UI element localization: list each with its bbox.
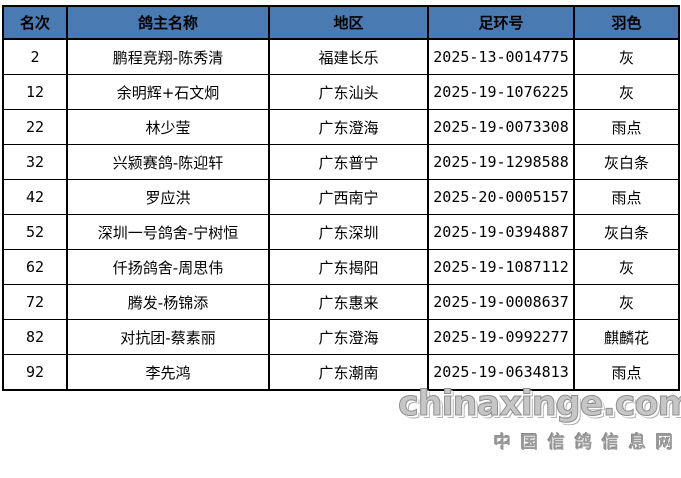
owner-cell: 李先鸿 (66, 354, 270, 391)
region-cell: 广东惠来 (268, 284, 429, 320)
table-row: 82 对抗团-蔡素丽 广东澄海 2025-19-0992277 麒麟花 (2, 319, 680, 355)
ring-number-cell: 2025-19-0394887 (427, 214, 575, 250)
region-cell: 福建长乐 (268, 38, 429, 75)
column-header-ring-number: 足环号 (427, 5, 575, 40)
feather-color-cell: 灰 (573, 74, 680, 110)
feather-color-cell: 雨点 (573, 354, 680, 391)
ring-number-cell: 2025-20-0005157 (427, 179, 575, 215)
owner-cell: 鹏程竞翔-陈秀清 (66, 38, 270, 75)
rank-cell: 32 (2, 144, 68, 180)
ring-number-cell: 2025-19-0992277 (427, 319, 575, 355)
table-row: 72 腾发-杨锦添 广东惠来 2025-19-0008637 灰 (2, 284, 680, 320)
region-cell: 广东普宁 (268, 144, 429, 180)
table-row: 92 李先鸿 广东潮南 2025-19-0634813 雨点 (2, 354, 680, 391)
region-cell: 广东澄海 (268, 109, 429, 145)
owner-cell: 林少莹 (66, 109, 270, 145)
ring-number-cell: 2025-19-1087112 (427, 249, 575, 285)
column-header-rank: 名次 (2, 5, 68, 40)
owner-cell: 仟扬鸽舍-周思伟 (66, 249, 270, 285)
watermark-site-name: 中国信鸽信息网 (494, 433, 681, 453)
region-cell: 广东潮南 (268, 354, 429, 391)
column-header-region: 地区 (268, 5, 429, 40)
region-cell: 广东深圳 (268, 214, 429, 250)
header-row: 名次 鸽主名称 地区 足环号 羽色 (2, 5, 680, 40)
ring-number-cell: 2025-13-0014775 (427, 38, 575, 75)
rank-cell: 62 (2, 249, 68, 285)
table-row: 32 兴颍赛鸽-陈迎轩 广东普宁 2025-19-1298588 灰白条 (2, 144, 680, 180)
rank-cell: 52 (2, 214, 68, 250)
feather-color-cell: 灰 (573, 249, 680, 285)
table-row: 42 罗应洪 广西南宁 2025-20-0005157 雨点 (2, 179, 680, 215)
column-header-owner: 鸽主名称 (66, 5, 270, 40)
results-table: 名次 鸽主名称 地区 足环号 羽色 2 鹏程竞翔-陈秀清 福建长乐 2025-13-0… (2, 5, 680, 391)
rank-cell: 92 (2, 354, 68, 391)
results-table-header: 名次 鸽主名称 地区 足环号 羽色 (2, 5, 680, 40)
table-row: 52 深圳一号鸽舍-宁树恒 广东深圳 2025-19-0394887 灰白条 (2, 214, 680, 250)
region-cell: 广东澄海 (268, 319, 429, 355)
region-cell: 广东揭阳 (268, 249, 429, 285)
rank-cell: 22 (2, 109, 68, 145)
table-row: 62 仟扬鸽舍-周思伟 广东揭阳 2025-19-1087112 灰 (2, 249, 680, 285)
owner-cell: 兴颍赛鸽-陈迎轩 (66, 144, 270, 180)
owner-cell: 余明辉+石文炯 (66, 74, 270, 110)
feather-color-cell: 雨点 (573, 179, 680, 215)
region-cell: 广西南宁 (268, 179, 429, 215)
feather-color-cell: 灰 (573, 38, 680, 75)
ring-number-cell: 2025-19-0008637 (427, 284, 575, 320)
results-table-body: 2 鹏程竞翔-陈秀清 福建长乐 2025-13-0014775 灰 12 余明辉+石文炯 广东… (2, 38, 680, 391)
owner-cell: 深圳一号鸽舍-宁树恒 (66, 214, 270, 250)
rank-cell: 2 (2, 38, 68, 75)
rank-cell: 82 (2, 319, 68, 355)
watermark-site-url: chinaxinge.com (397, 384, 681, 425)
owner-cell: 对抗团-蔡素丽 (66, 319, 270, 355)
ring-number-cell: 2025-19-1298588 (427, 144, 575, 180)
feather-color-cell: 灰白条 (573, 214, 680, 250)
ring-number-cell: 2025-19-0073308 (427, 109, 575, 145)
table-row: 12 余明辉+石文炯 广东汕头 2025-19-1076225 灰 (2, 74, 680, 110)
feather-color-cell: 灰 (573, 284, 680, 320)
owner-cell: 罗应洪 (66, 179, 270, 215)
column-header-feather-color: 羽色 (573, 5, 680, 40)
rank-cell: 42 (2, 179, 68, 215)
rank-cell: 72 (2, 284, 68, 320)
feather-color-cell: 麒麟花 (573, 319, 680, 355)
feather-color-cell: 雨点 (573, 109, 680, 145)
feather-color-cell: 灰白条 (573, 144, 680, 180)
region-cell: 广东汕头 (268, 74, 429, 110)
ring-number-cell: 2025-19-1076225 (427, 74, 575, 110)
ring-number-cell: 2025-19-0634813 (427, 354, 575, 391)
owner-cell: 腾发-杨锦添 (66, 284, 270, 320)
rank-cell: 12 (2, 74, 68, 110)
table-row: 2 鹏程竞翔-陈秀清 福建长乐 2025-13-0014775 灰 (2, 38, 680, 75)
table-row: 22 林少莹 广东澄海 2025-19-0073308 雨点 (2, 109, 680, 145)
